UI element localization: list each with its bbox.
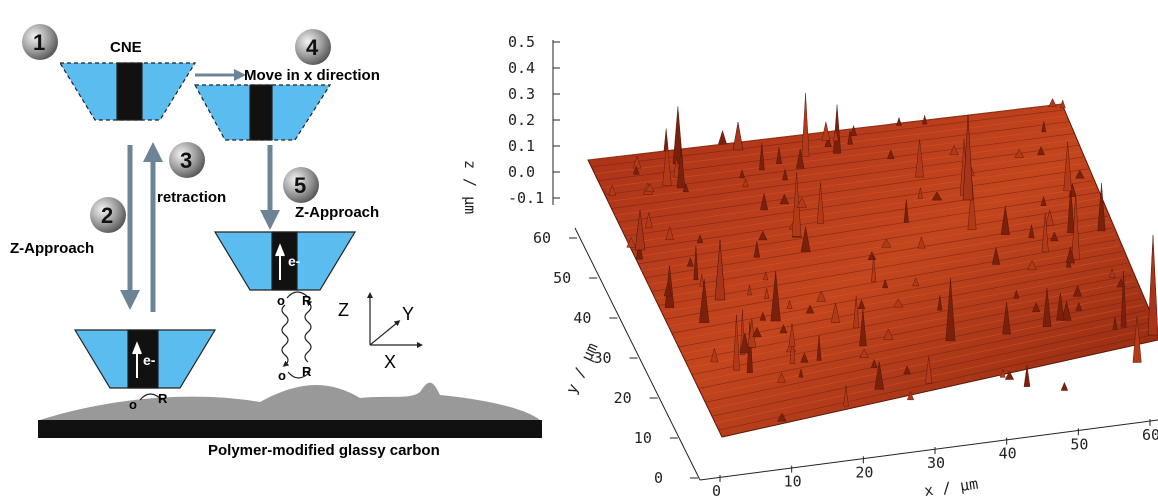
- z-axis-label: z / µm: [461, 160, 479, 214]
- surface-spike: [733, 122, 743, 150]
- z-tick-label: 0.1: [508, 137, 535, 155]
- y-tick-label: 10: [634, 429, 652, 447]
- z-tick-label: 0.5: [508, 33, 535, 51]
- y-tick-label: 40: [573, 309, 591, 327]
- redox-label: o: [129, 397, 137, 412]
- surface-spike: [718, 131, 726, 144]
- move-label: Move in x direction: [244, 67, 380, 84]
- electrode-core: [250, 85, 272, 140]
- y-tick-label: 60: [533, 229, 551, 247]
- y-tick-label: 30: [594, 349, 612, 367]
- x-tick-label: 50: [1070, 435, 1088, 453]
- figure: 1 2 3 4 5 CNE Move in x direction retrac…: [0, 0, 1158, 498]
- x-tick-label: 20: [855, 463, 873, 481]
- electron-label: e-: [288, 253, 301, 269]
- step-number: 1: [33, 30, 45, 55]
- z-tick-label: 0.2: [508, 111, 535, 129]
- surface-spike: [1061, 382, 1068, 390]
- step-number: 2: [101, 203, 113, 228]
- z-tick-label: 0.0: [508, 163, 535, 181]
- redox-label: R: [158, 391, 168, 406]
- axis-label: Z: [338, 300, 349, 320]
- x-tick-label: 60: [1142, 426, 1158, 444]
- y-tick-label: 50: [553, 269, 571, 287]
- y-tick-label: 0: [654, 469, 663, 487]
- x-axis-label: x / µm: [923, 475, 979, 498]
- redox-label: R: [302, 364, 312, 379]
- substrate-label: Polymer-modified glassy carbon: [208, 442, 440, 459]
- surface-spike: [1049, 99, 1057, 107]
- z-tick-label: 0.4: [508, 59, 535, 77]
- surface-spike: [896, 117, 901, 125]
- step-number: 5: [294, 173, 306, 198]
- axis-label: Y: [402, 304, 414, 324]
- x-tick-label: 40: [999, 445, 1017, 463]
- approach-label: Z-Approach: [295, 204, 379, 221]
- surface-spike: [833, 105, 841, 154]
- electrode-core: [117, 63, 142, 120]
- step-number: 3: [180, 148, 192, 173]
- cne-label: CNE: [110, 39, 142, 56]
- surface-plot: z / µm y / µm x / µm 0.50.40.30.20.10.0-…: [461, 33, 1158, 498]
- glassy-carbon: [38, 420, 542, 438]
- redox-label: o: [277, 293, 285, 308]
- x-tick-label: 10: [784, 473, 802, 491]
- approach-label: Z-Approach: [10, 240, 94, 257]
- x-tick-label: 30: [927, 454, 945, 472]
- y-tick-label: 20: [614, 389, 632, 407]
- z-tick-label: 0.3: [508, 85, 535, 103]
- step-number: 4: [306, 35, 319, 60]
- surface-spike: [802, 93, 809, 156]
- surface-spike: [1148, 235, 1158, 335]
- redox-label: o: [278, 368, 286, 383]
- z-tick-label: -0.1: [508, 189, 544, 207]
- axis-label: X: [384, 352, 396, 372]
- x-tick-label: 0: [712, 482, 721, 498]
- redox-label: R: [302, 293, 312, 308]
- retraction-label: retraction: [157, 189, 226, 206]
- electron-label: e-: [143, 352, 156, 368]
